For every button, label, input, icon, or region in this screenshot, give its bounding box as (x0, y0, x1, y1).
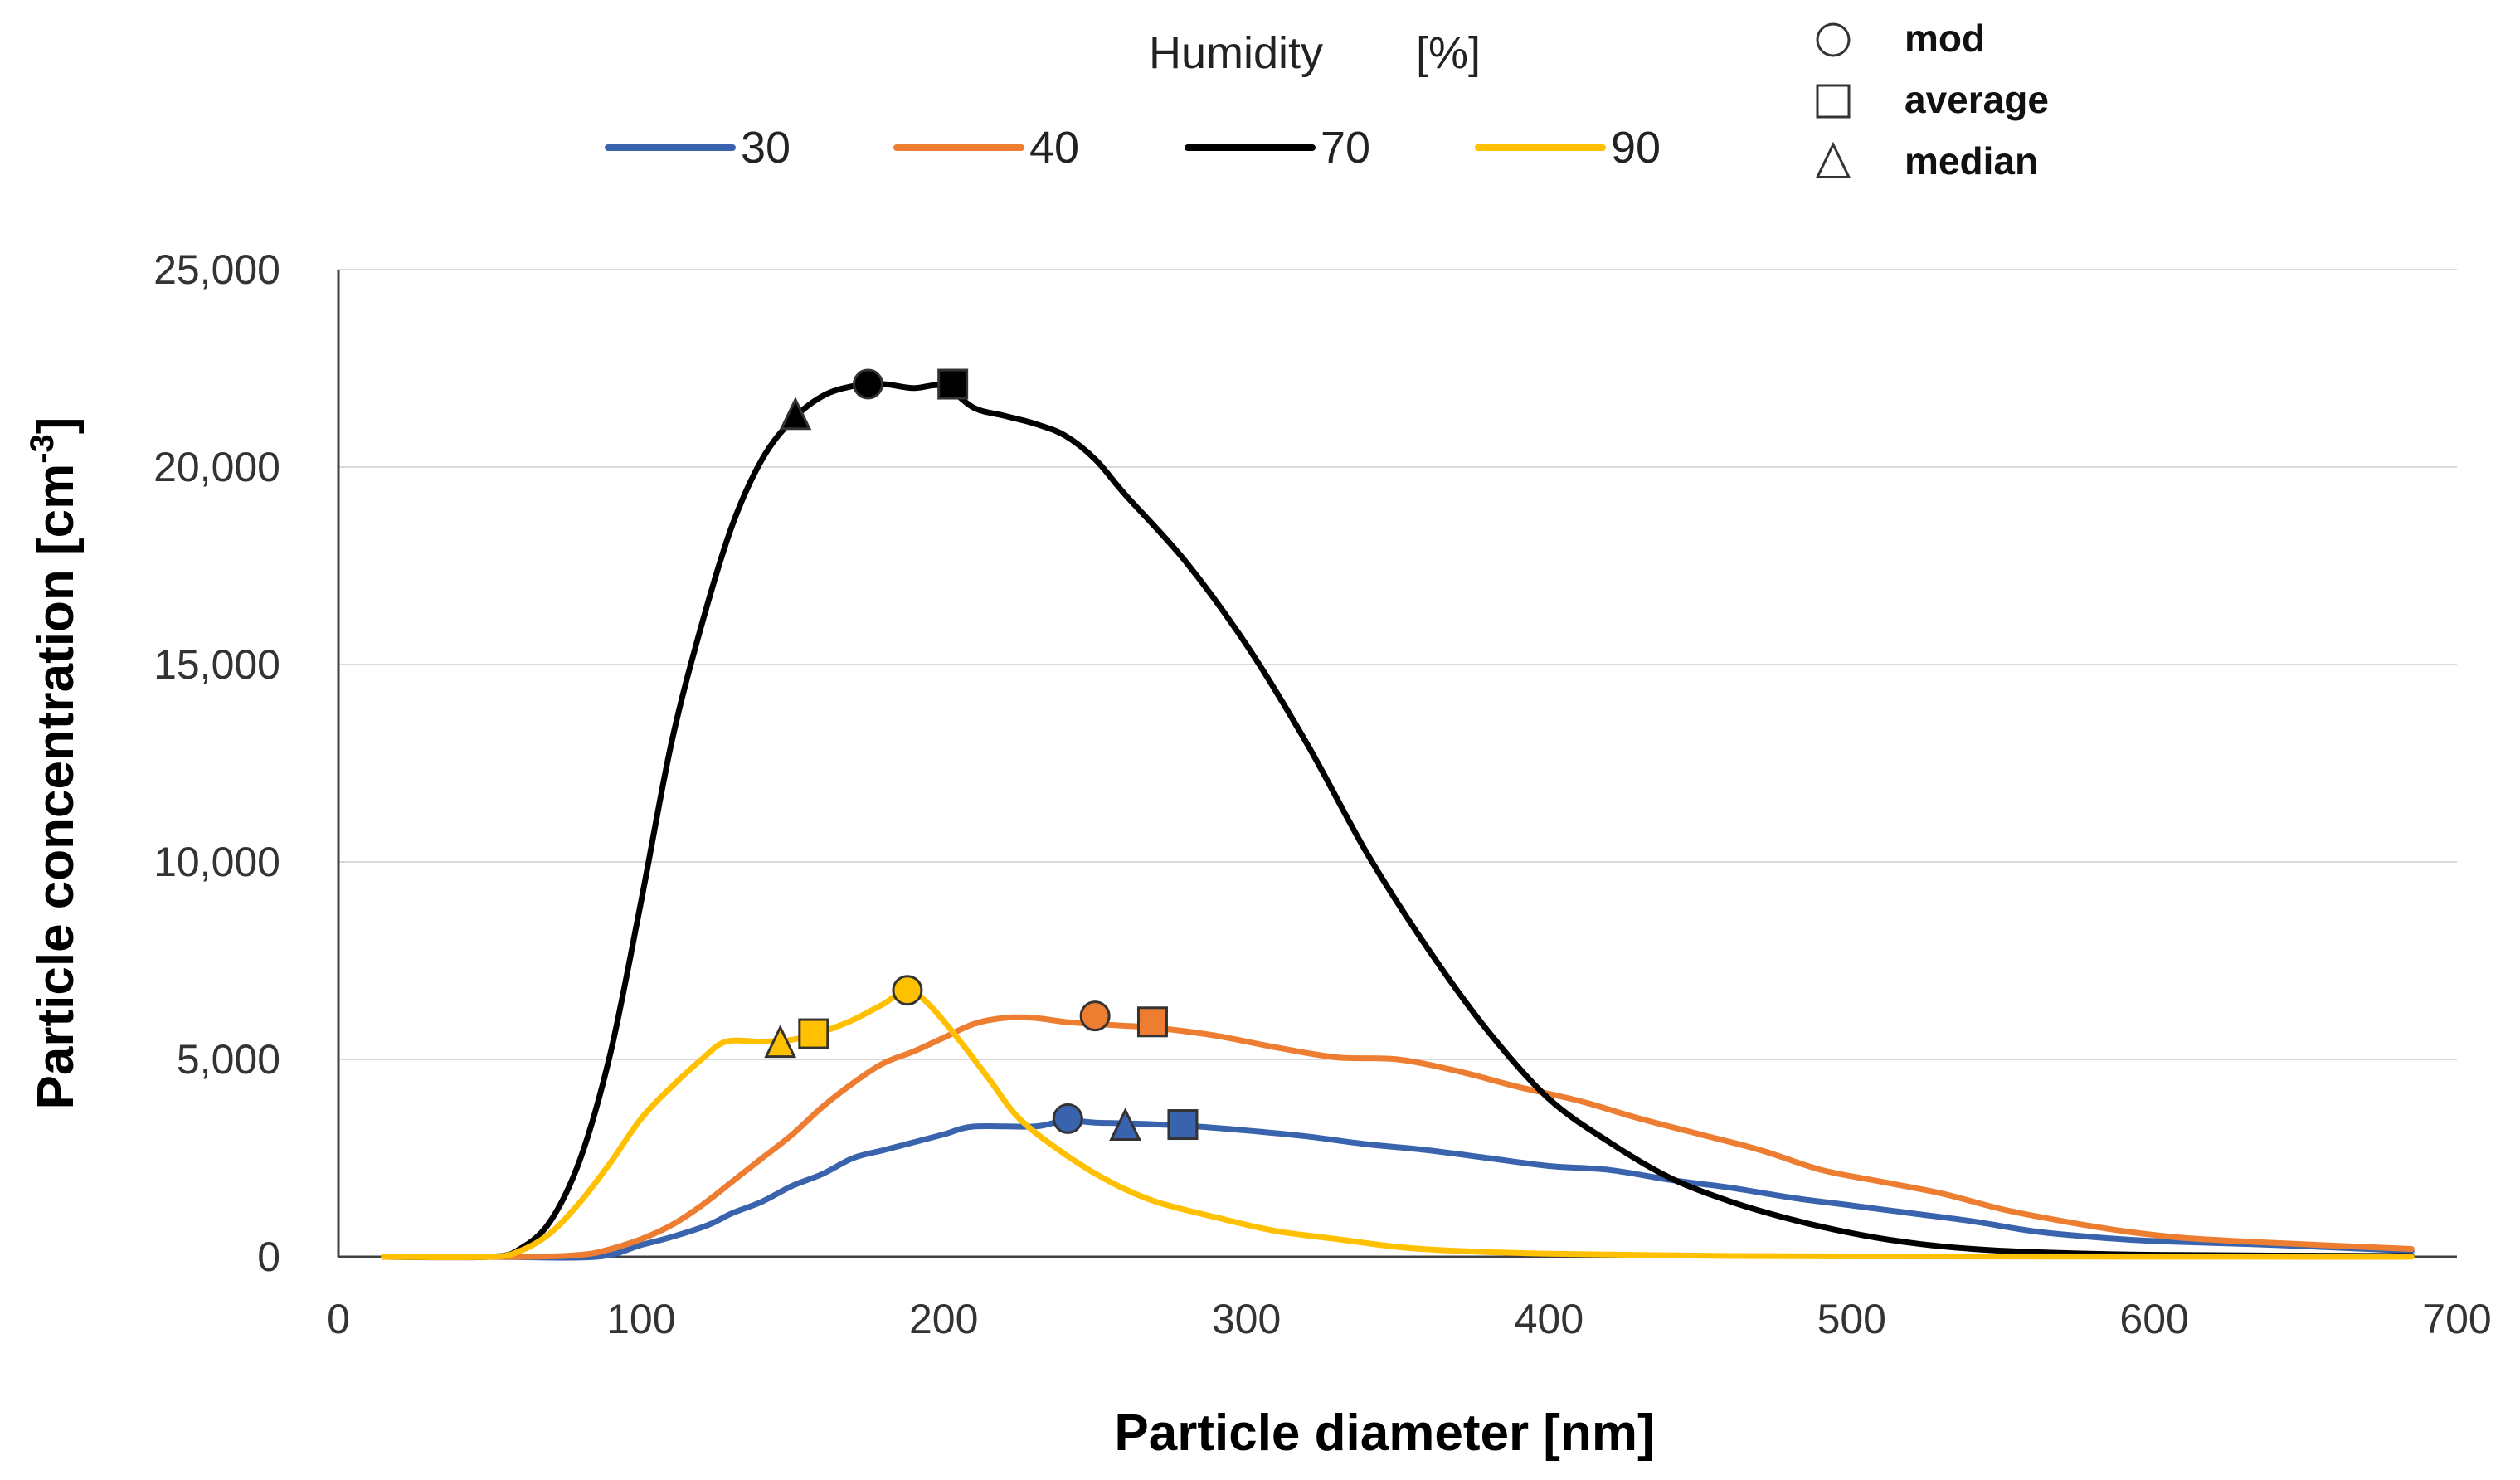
marker-average-40 (1136, 1006, 1168, 1038)
marker-legend: mod average median (1815, 17, 2049, 183)
legend: Humidity [%] 30 40 70 90 (605, 28, 1661, 173)
x-tick-label: 300 (1212, 1296, 1281, 1342)
marker-legend-median-label: median (1905, 139, 2038, 183)
y-tick-label: 0 (257, 1234, 280, 1280)
marker-legend-average-symbol (1816, 84, 1851, 119)
x-tick-label: 0 (327, 1296, 350, 1342)
marker-median-30 (1109, 1107, 1142, 1142)
series-line-90 (381, 987, 2415, 1261)
y-tick-label: 5,000 (177, 1036, 280, 1083)
legend-label-90: 90 (1611, 123, 1661, 173)
y-axis-title-superscript: -3 (24, 434, 61, 464)
marker-average-90 (798, 1018, 829, 1049)
series-line-70 (381, 381, 2415, 1261)
legend-unit: [%] (1416, 28, 1481, 78)
y-tick-labels: 0 5,000 10,000 15,000 20,000 25,000 (153, 246, 280, 1280)
x-tick-labels: 0 100 200 300 400 500 600 700 (327, 1296, 2492, 1342)
y-tick-label: 25,000 (153, 246, 280, 293)
x-tick-label: 700 (2422, 1296, 2491, 1342)
marker-average-70 (937, 368, 969, 400)
y-axis-title: Particle concentration [cm-3] (24, 417, 85, 1110)
marker-median-70 (779, 397, 812, 431)
y-tick-label: 10,000 (153, 839, 280, 885)
x-tick-label: 100 (606, 1296, 675, 1342)
series-line-30 (381, 1117, 2415, 1261)
y-tick-label: 15,000 (153, 641, 280, 688)
y-tick-label: 20,000 (153, 444, 280, 490)
x-tick-label: 600 (2119, 1296, 2188, 1342)
legend-series-entries: 30 40 70 90 (605, 123, 1661, 173)
gridlines (338, 269, 2457, 1060)
x-tick-label: 400 (1515, 1296, 1584, 1342)
x-tick-label: 500 (1817, 1296, 1886, 1342)
y-axis-title-main: Particle concentration [cm (27, 464, 85, 1110)
marker-mod-90 (892, 975, 923, 1006)
x-axis-title: Particle diameter [nm] (1114, 1405, 1654, 1462)
marker-legend-median-symbol (1815, 141, 1851, 178)
marker-mod-40 (1079, 1000, 1111, 1032)
x-tick-label: 200 (909, 1296, 978, 1342)
series-lines (381, 381, 2415, 1261)
marker-mod-30 (1052, 1103, 1083, 1134)
legend-label-40: 40 (1029, 123, 1079, 173)
marker-median-90 (764, 1024, 797, 1059)
legend-label-30: 30 (741, 123, 791, 173)
marker-mod-70 (853, 368, 883, 400)
marker-legend-average-label: average (1905, 78, 2049, 121)
axes (337, 270, 2457, 1258)
legend-label-70: 70 (1321, 123, 1370, 173)
series-line-40 (381, 1014, 2415, 1260)
y-axis-title-end: ] (27, 417, 85, 435)
marker-legend-mod-symbol (1816, 22, 1851, 57)
marker-average-30 (1167, 1109, 1199, 1141)
legend-title: Humidity (1149, 28, 1323, 78)
marker-legend-mod-label: mod (1905, 17, 1985, 60)
series-markers (764, 368, 1199, 1142)
